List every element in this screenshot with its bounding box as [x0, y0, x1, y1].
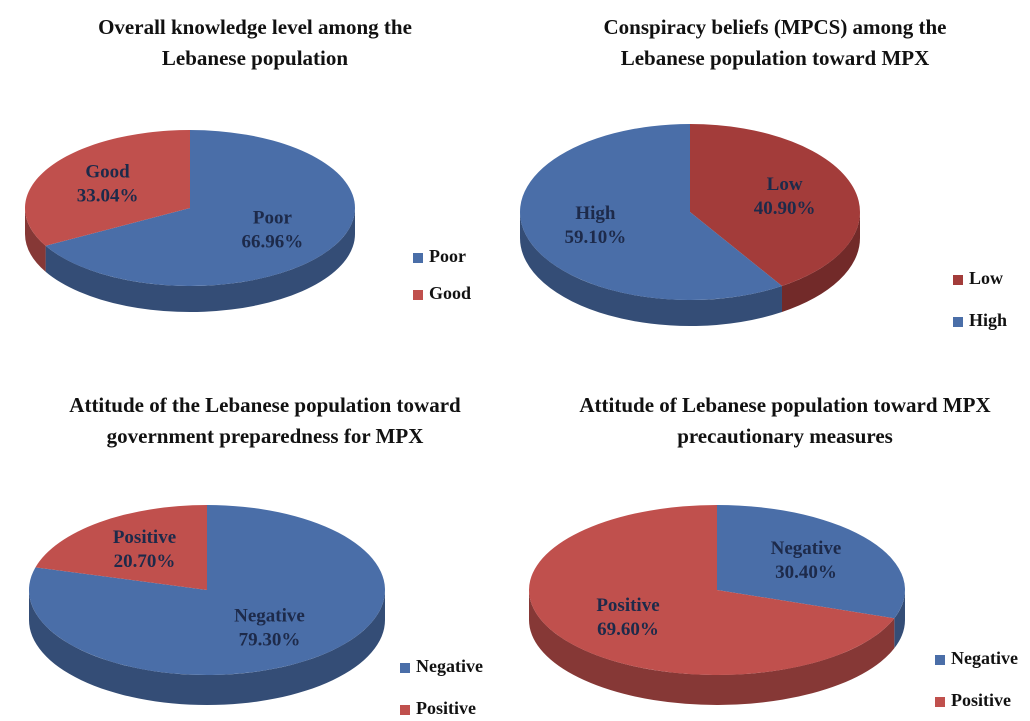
- legend-swatch: [953, 317, 963, 327]
- legend-swatch: [400, 663, 410, 673]
- slice-value-label: 59.10%: [565, 227, 627, 248]
- legend-label: High: [969, 310, 1007, 330]
- pie-side: [45, 208, 356, 312]
- slice-value-label: 69.60%: [597, 619, 659, 640]
- pie-slice: [690, 124, 860, 287]
- pie-slice: [717, 505, 905, 619]
- slice-value-label: 33.04%: [77, 185, 139, 206]
- slice-category: Positive: [113, 527, 176, 548]
- pie-side: [29, 590, 385, 705]
- slice-category: Positive: [596, 595, 659, 616]
- slice-category: Good: [85, 161, 130, 182]
- slice-category: Low: [767, 174, 803, 195]
- legend-label: Poor: [429, 246, 466, 266]
- legend-swatch: [413, 290, 423, 300]
- slice-category: Negative: [771, 538, 842, 559]
- pie-slice: [24, 130, 190, 246]
- slice-value-label: 20.70%: [114, 551, 176, 572]
- slice-category: High: [575, 203, 616, 224]
- pie-slice: [35, 505, 207, 590]
- pie-slice: [519, 124, 782, 300]
- slice-value-label: 66.96%: [242, 231, 304, 252]
- slice-value-label: 40.90%: [754, 198, 816, 219]
- pie-slice: [29, 505, 386, 675]
- legend-label: Low: [969, 268, 1003, 288]
- pie-side: [894, 590, 905, 649]
- chart-title: Conspiracy beliefs (MPCS) among the Leba…: [603, 15, 947, 70]
- legend-swatch: [935, 697, 945, 707]
- chart-title: Attitude of the Lebanese population towa…: [69, 393, 461, 448]
- slice-value-label: 30.40%: [775, 562, 837, 583]
- slice-category: Negative: [234, 606, 305, 627]
- pie-slice: [45, 130, 356, 287]
- pie-side: [529, 590, 895, 705]
- legend-label: Positive: [951, 690, 1011, 710]
- legend-swatch: [953, 275, 963, 285]
- slice-category: Poor: [253, 207, 293, 228]
- legend-label: Positive: [416, 698, 476, 718]
- legend-label: Negative: [951, 648, 1018, 668]
- chart-title: Attitude of Lebanese population toward M…: [579, 393, 991, 448]
- pie-slice: [529, 505, 895, 675]
- pie-side: [520, 212, 782, 326]
- legend-label: Negative: [416, 656, 483, 676]
- legend-swatch: [935, 655, 945, 665]
- chart-title: Overall knowledge level among the Lebane…: [98, 15, 412, 70]
- legend-swatch: [400, 705, 410, 715]
- legend-swatch: [413, 253, 423, 263]
- legend-label: Good: [429, 283, 471, 303]
- slice-value-label: 79.30%: [239, 630, 301, 651]
- pie-side: [781, 212, 860, 313]
- pie-side: [25, 208, 46, 272]
